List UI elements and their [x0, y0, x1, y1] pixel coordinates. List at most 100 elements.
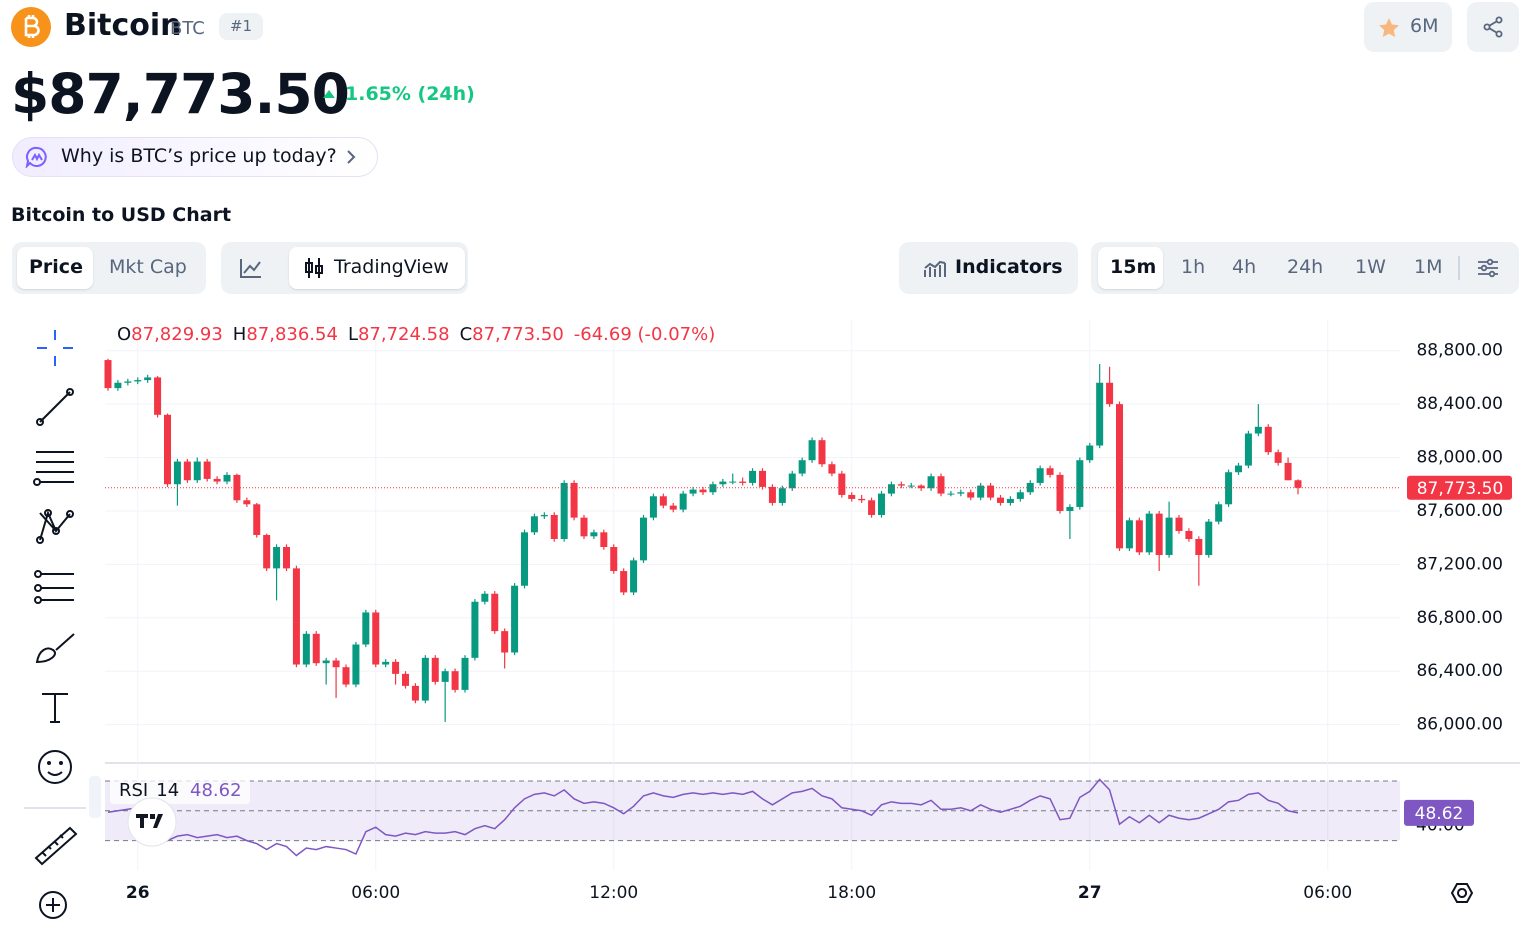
tv-logo-mark: [136, 814, 163, 828]
candle-body: [144, 377, 152, 381]
candle-body: [164, 414, 171, 485]
section-title: Bitcoin to USD Chart: [11, 204, 232, 226]
ohlc-key: C: [460, 324, 473, 345]
ai-prompt[interactable]: Why is BTC’s price up today?: [12, 137, 378, 177]
candle-body: [1274, 452, 1282, 463]
candle-body: [193, 461, 201, 481]
tab[interactable]: Price: [29, 256, 83, 278]
candle-body: [1086, 445, 1094, 461]
x-tick-label: 18:00: [827, 883, 876, 903]
x-tick-label: 26: [126, 883, 150, 903]
candle-body: [1006, 498, 1014, 503]
share-button[interactable]: [1467, 2, 1519, 52]
y-tick-label: 86,400.00: [1416, 661, 1503, 681]
candle-body: [173, 461, 181, 485]
candle-body: [570, 482, 578, 518]
x-tick-label: 06:00: [351, 883, 400, 903]
tab-selected: [17, 247, 93, 289]
candle-body: [987, 485, 995, 498]
candle-body: [402, 673, 409, 686]
candle-body: [679, 493, 687, 510]
watchlist-count: 6M: [1410, 15, 1439, 37]
candle-body: [1215, 504, 1223, 522]
chevron: [347, 150, 356, 164]
candle-body: [907, 485, 915, 487]
candle-body: [253, 504, 261, 535]
y-tick-label: 86,800.00: [1416, 608, 1503, 628]
candle-body: [759, 470, 766, 487]
candle-body: [729, 481, 737, 483]
candle-body: [213, 478, 221, 482]
coin-name: Bitcoin: [64, 8, 182, 43]
candle-body: [659, 496, 667, 506]
line-chart-icon[interactable]: [239, 257, 263, 279]
data-tabs: Price Mkt Cap: [12, 242, 206, 294]
candle-body: [818, 440, 826, 465]
y-tick-label: 88,000.00: [1416, 448, 1503, 468]
interval-tab[interactable]: 1h: [1181, 256, 1206, 278]
interval-tab[interactable]: 1M: [1414, 256, 1443, 278]
interval-tab[interactable]: 15m: [1110, 256, 1157, 278]
candle-body: [183, 461, 191, 481]
candle-body: [590, 532, 598, 537]
last-price-tag: [1407, 475, 1512, 500]
candle-body: [233, 474, 241, 501]
candle-body: [887, 484, 895, 494]
candle-body: [620, 571, 628, 593]
candle-icon: [305, 258, 323, 278]
candle-body: [114, 382, 122, 389]
up-arrow: [323, 90, 335, 98]
candle-body: [1195, 538, 1203, 556]
candle-body: [292, 568, 300, 665]
candle-body: [719, 481, 727, 485]
interval-tab[interactable]: 1W: [1355, 256, 1386, 278]
candle-body: [1244, 433, 1252, 466]
last-price-label: 87,773.50: [1417, 479, 1504, 499]
candle-body: [1205, 521, 1213, 556]
settings-icon[interactable]: [1477, 257, 1499, 279]
candle-body: [481, 593, 489, 602]
candle-body: [154, 377, 162, 415]
candle-body: [461, 657, 469, 690]
candle-body: [600, 532, 608, 548]
candle-body: [788, 473, 796, 489]
candle-body: [1165, 517, 1173, 556]
view-tabs: TradingView: [221, 242, 468, 294]
y-tick-label: 88,800.00: [1416, 341, 1503, 361]
candle-body: [134, 380, 142, 382]
share-icon: [1483, 16, 1503, 38]
indicators-icon: [924, 260, 946, 277]
collapse-button[interactable]: [89, 776, 101, 818]
candle-body: [739, 481, 747, 483]
candle-body: [1056, 474, 1064, 511]
y-tick-label: 87,200.00: [1416, 554, 1503, 574]
candle-body: [322, 660, 330, 664]
interval-tab[interactable]: 4h: [1232, 256, 1257, 278]
candle-body: [778, 488, 786, 503]
candle-body: [709, 484, 717, 493]
candle-body: [530, 516, 538, 533]
tab[interactable]: TradingView: [334, 256, 449, 278]
x-tick-label: 12:00: [589, 883, 638, 903]
candle-body: [501, 631, 509, 653]
candle-body: [808, 440, 816, 461]
candle-body: [302, 633, 310, 665]
candle-body: [749, 470, 757, 483]
candle-body: [1145, 513, 1153, 553]
candle-body: [977, 485, 985, 498]
candle-body: [848, 494, 856, 499]
chart-settings-icon[interactable]: [1450, 883, 1474, 903]
candle-body: [768, 486, 776, 503]
candle-body: [1155, 513, 1163, 556]
candle-body: [421, 657, 429, 701]
candle-body: [1036, 468, 1044, 483]
interval-tab[interactable]: 24h: [1287, 256, 1324, 278]
candle-body: [927, 476, 935, 489]
tab[interactable]: Mkt Cap: [109, 256, 187, 278]
candle-body: [699, 489, 707, 493]
watchlist-button[interactable]: 6M: [1364, 2, 1452, 52]
candle-body: [1235, 465, 1242, 473]
indicators-button[interactable]: Indicators: [899, 242, 1078, 294]
candle-body: [560, 482, 568, 539]
candle-body: [342, 667, 350, 685]
